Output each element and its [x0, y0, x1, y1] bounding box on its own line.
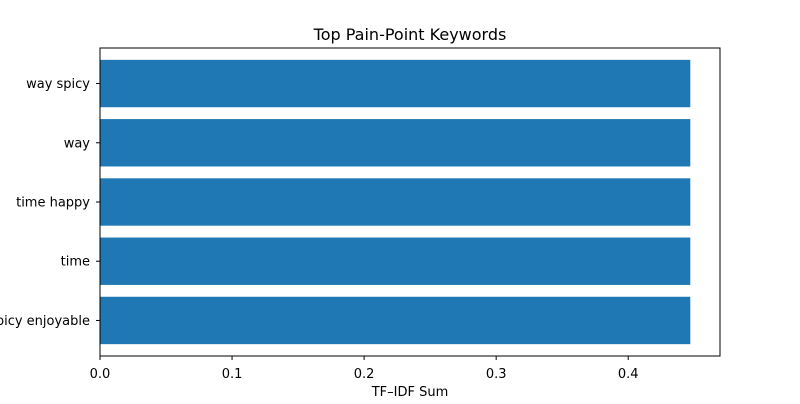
y-tick-label: spicy enjoyable — [0, 314, 90, 329]
bar-time-happy — [100, 178, 691, 226]
y-tick-label: way — [64, 136, 91, 151]
y-tick-label: way spicy — [26, 77, 90, 92]
y-axis-ticks: way spicy way time happy time spicy enjoyabl… — [0, 77, 100, 329]
x-tick-label: 0.1 — [222, 367, 243, 382]
bar-way — [100, 119, 691, 167]
bar-spicy-enjoyable — [100, 296, 691, 345]
chart-title: Top Pain-Point Keywords — [313, 25, 507, 44]
x-axis-label: TF–IDF Sum — [371, 385, 449, 400]
y-tick-label: time happy — [16, 196, 90, 211]
x-axis-ticks: 0.0 0.1 0.2 0.3 0.4 — [90, 356, 639, 382]
x-tick-label: 0.0 — [90, 367, 111, 382]
x-tick-label: 0.2 — [354, 367, 375, 382]
y-tick-label: time — [61, 255, 90, 270]
bar-way-spicy — [100, 59, 691, 108]
x-tick-label: 0.3 — [486, 367, 507, 382]
x-tick-label: 0.4 — [618, 367, 639, 382]
bars-group — [100, 59, 691, 345]
bar-time — [100, 237, 691, 285]
plot-frame — [99, 47, 721, 357]
